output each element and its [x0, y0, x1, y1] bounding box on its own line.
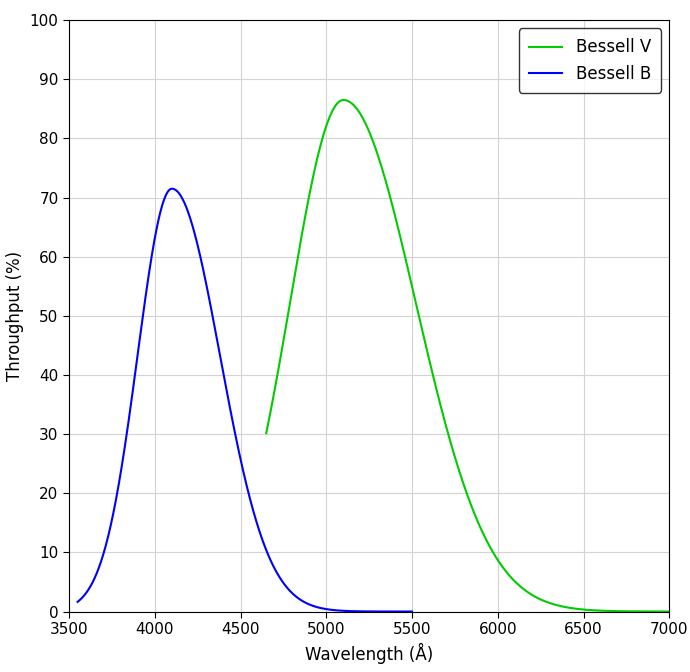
- Bessell V: [262, 429, 270, 437]
- Bessell B: [168, 185, 176, 193]
- Bessell V: [665, 607, 673, 616]
- Bessell B: [216, 353, 224, 362]
- Bessell B: [366, 607, 374, 616]
- Bessell V: [614, 607, 622, 615]
- Bessell V: [332, 101, 340, 109]
- Legend: Bessell V, Bessell B: Bessell V, Bessell B: [519, 28, 661, 93]
- Y-axis label: Throughput (%): Throughput (%): [6, 251, 24, 381]
- Bessell B: [112, 497, 120, 505]
- Bessell B: [201, 278, 210, 286]
- Bessell V: [339, 96, 348, 104]
- X-axis label: Wavelength (Å): Wavelength (Å): [305, 642, 433, 663]
- Bessell B: [408, 607, 416, 616]
- Bessell V: [658, 607, 666, 616]
- Bessell V: [417, 321, 425, 329]
- Line: Bessell B: Bessell B: [77, 189, 412, 612]
- Bessell B: [402, 607, 410, 616]
- Bessell V: [308, 177, 316, 185]
- Line: Bessell V: Bessell V: [266, 100, 669, 612]
- Bessell V: [434, 393, 442, 401]
- Bessell B: [131, 366, 139, 374]
- Bessell B: [73, 598, 81, 606]
